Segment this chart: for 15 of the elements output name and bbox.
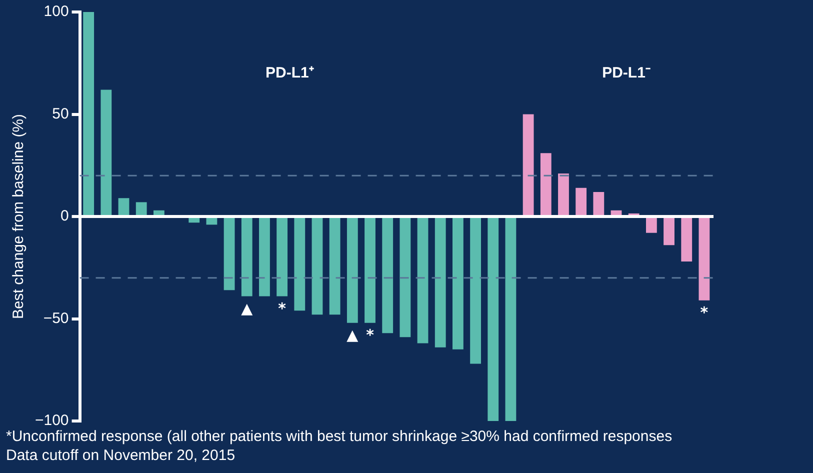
y-tick-label: 0 [60, 208, 69, 225]
data-label: * [278, 300, 286, 318]
y-tick-label: −50 [43, 310, 69, 327]
data-label: * [700, 304, 708, 322]
y-axis-title: Best change from baseline (%) [10, 114, 28, 320]
text: *Unconfirmed response (all other patients with best tumor shrinkage ≥30% had confirmed responses [6, 428, 672, 446]
y-tick-label: 50 [52, 105, 69, 122]
text: Data cutoff on November 20, 2015 [6, 447, 236, 464]
data-label: * [366, 326, 374, 344]
y-tick-label: 100 [44, 3, 69, 20]
data-label: ▲ [241, 300, 254, 318]
annotation: PD-L1⁺ [265, 64, 314, 82]
y-tick-label: −100 [34, 412, 69, 430]
annotation: PD-L1⁻ [602, 64, 650, 82]
data-label: ▲ [346, 326, 359, 344]
